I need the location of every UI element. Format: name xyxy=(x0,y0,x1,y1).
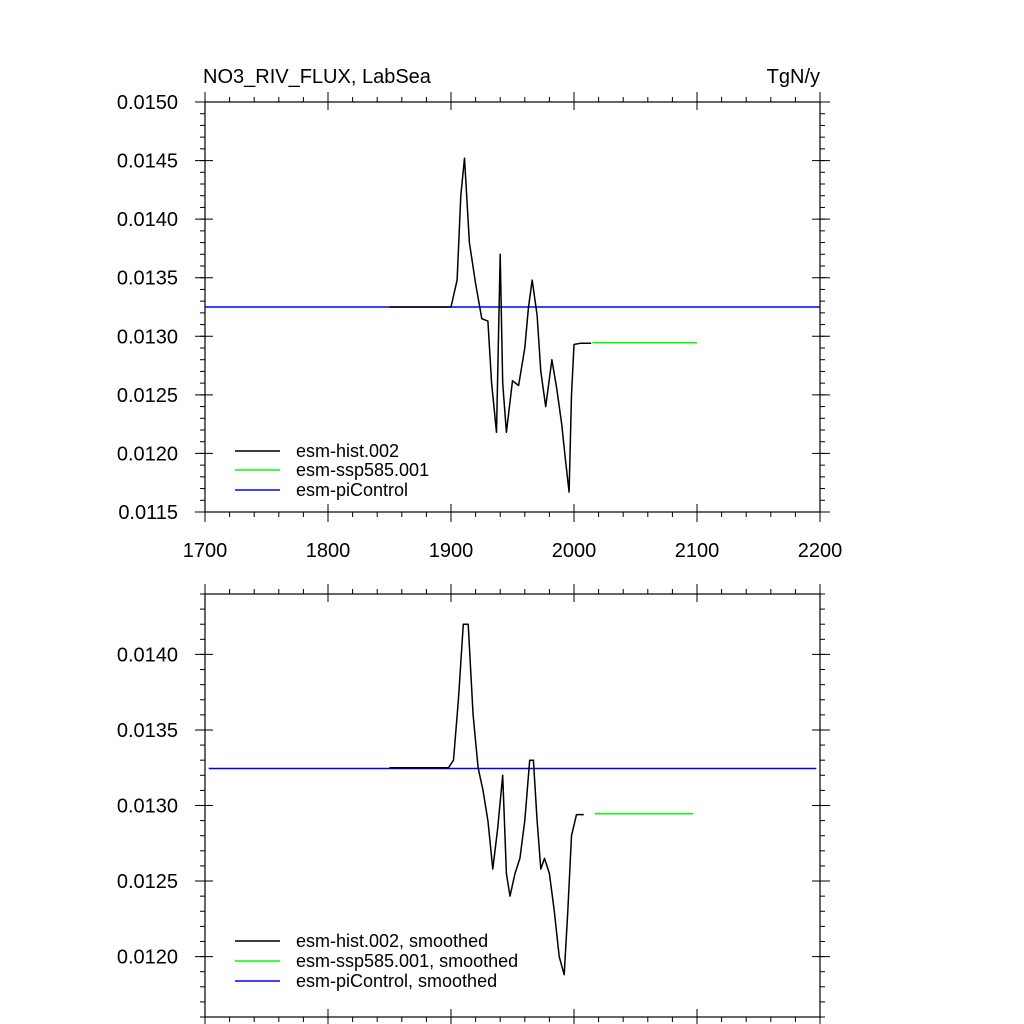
top-y-tick-label: 0.0140 xyxy=(117,209,178,231)
bottom-series-line-hist xyxy=(389,623,584,976)
top-y-tick-label: 0.0145 xyxy=(117,151,178,173)
bottom-y-tick-label: 0.0130 xyxy=(117,796,178,818)
top-y-tick-label: 0.0130 xyxy=(117,326,178,348)
bottom-y-tick-label: 0.0120 xyxy=(117,947,178,969)
bottom-plot-area: 0.0120 0.0125 0.0130 0.0135 0.0140 xyxy=(117,584,830,1024)
bottom-legend-label-ssp585: esm-ssp585.001, smoothed xyxy=(296,951,518,971)
top-y-tick-label: 0.0125 xyxy=(117,385,178,407)
top-y-tick-label: 0.0135 xyxy=(117,268,178,290)
top-plot-area: 1700 1800 1900 2000 2100 2200 0.0115 0.0120 0.01… xyxy=(117,92,842,562)
bottom-y-tick-label: 0.0125 xyxy=(117,871,178,893)
bottom-legend-label-hist: esm-hist.002, smoothed xyxy=(296,931,488,951)
top-x-tick-label: 1900 xyxy=(429,540,474,562)
top-y-tick-label: 0.0115 xyxy=(118,502,178,524)
top-legend-label-picontrol: esm-piControl xyxy=(296,480,408,500)
bottom-plot-frame xyxy=(204,593,821,1018)
top-panel: NO3_RIV_FLUX, LabSea TgN/y 1700 1800 1900 2… xyxy=(117,66,842,562)
top-x-tick-label: 2200 xyxy=(798,540,843,562)
top-legend-label-hist: esm-hist.002 xyxy=(296,441,399,461)
top-legend: esm-hist.002 esm-ssp585.001 esm-piContro… xyxy=(235,441,429,500)
top-legend-label-ssp585: esm-ssp585.001 xyxy=(296,460,429,480)
bottom-legend-label-picontrol: esm-piControl, smoothed xyxy=(296,971,497,991)
bottom-legend: esm-hist.002, smoothed esm-ssp585.001, s… xyxy=(235,931,518,991)
bottom-y-tick-label: 0.0135 xyxy=(117,720,178,742)
top-x-tick-label: 1700 xyxy=(183,540,228,562)
top-x-tick-label: 1800 xyxy=(306,540,351,562)
top-x-tick-label: 2000 xyxy=(552,540,597,562)
top-y-tick-label: 0.0150 xyxy=(117,92,178,114)
bottom-y-tick-label: 0.0140 xyxy=(117,644,178,666)
top-plot-frame xyxy=(204,101,821,513)
bottom-panel: 0.0120 0.0125 0.0130 0.0135 0.0140 esm-hist.… xyxy=(117,584,830,1024)
top-chart-title: NO3_RIV_FLUX, LabSea xyxy=(203,66,432,88)
top-series-line-hist xyxy=(389,157,592,493)
top-chart-units: TgN/y xyxy=(767,66,820,88)
top-y-tick-label: 0.0120 xyxy=(117,443,178,465)
top-x-tick-label: 2100 xyxy=(675,540,720,562)
